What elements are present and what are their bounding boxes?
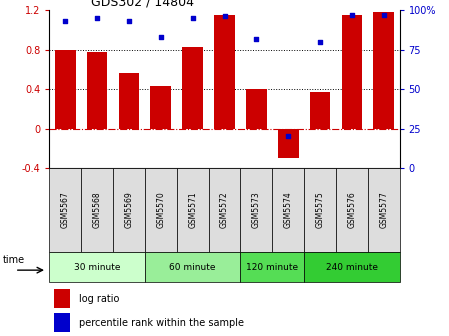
Point xyxy=(285,134,292,139)
Text: 120 minute: 120 minute xyxy=(246,263,298,271)
Text: GDS302 / 14804: GDS302 / 14804 xyxy=(92,0,194,9)
Bar xyxy=(368,168,400,252)
Bar xyxy=(240,252,304,282)
Text: GSM5576: GSM5576 xyxy=(348,192,357,228)
Bar xyxy=(177,168,209,252)
Text: GSM5570: GSM5570 xyxy=(156,192,165,228)
Bar xyxy=(240,168,272,252)
Point xyxy=(380,12,387,17)
Text: GSM5572: GSM5572 xyxy=(220,192,229,228)
Text: percentile rank within the sample: percentile rank within the sample xyxy=(79,318,243,328)
Point xyxy=(348,12,356,17)
Bar xyxy=(374,12,394,128)
Bar xyxy=(182,47,203,128)
Text: GSM5568: GSM5568 xyxy=(92,192,101,228)
Bar xyxy=(87,51,107,128)
Text: GSM5569: GSM5569 xyxy=(124,192,133,228)
Text: GSM5577: GSM5577 xyxy=(379,192,388,228)
Text: log ratio: log ratio xyxy=(79,294,119,304)
Point xyxy=(189,15,196,21)
Text: GSM5571: GSM5571 xyxy=(188,192,197,228)
Bar xyxy=(336,168,368,252)
Bar xyxy=(342,15,362,128)
Bar xyxy=(145,168,177,252)
Bar xyxy=(209,168,240,252)
Bar xyxy=(272,168,304,252)
Bar xyxy=(145,252,240,282)
Point xyxy=(157,34,164,40)
Point xyxy=(317,39,324,44)
Text: 30 minute: 30 minute xyxy=(74,263,120,271)
Point xyxy=(221,14,228,19)
Bar xyxy=(119,73,139,128)
Bar xyxy=(278,128,299,158)
Bar xyxy=(246,89,267,128)
Text: 60 minute: 60 minute xyxy=(169,263,216,271)
Bar xyxy=(54,289,70,308)
Text: time: time xyxy=(3,255,25,265)
Bar xyxy=(304,168,336,252)
Text: GSM5575: GSM5575 xyxy=(316,192,325,228)
Text: GSM5573: GSM5573 xyxy=(252,192,261,228)
Bar xyxy=(54,313,70,332)
Point xyxy=(253,36,260,41)
Bar xyxy=(49,168,81,252)
Text: 240 minute: 240 minute xyxy=(326,263,378,271)
Bar xyxy=(49,252,145,282)
Text: GSM5567: GSM5567 xyxy=(61,192,70,228)
Bar xyxy=(310,92,330,128)
Text: GSM5574: GSM5574 xyxy=(284,192,293,228)
Bar xyxy=(81,168,113,252)
Bar xyxy=(55,49,75,128)
Bar xyxy=(150,86,171,128)
Point xyxy=(93,15,101,21)
Bar xyxy=(214,15,235,128)
Point xyxy=(62,18,69,24)
Point xyxy=(125,18,132,24)
Bar xyxy=(304,252,400,282)
Bar xyxy=(113,168,145,252)
